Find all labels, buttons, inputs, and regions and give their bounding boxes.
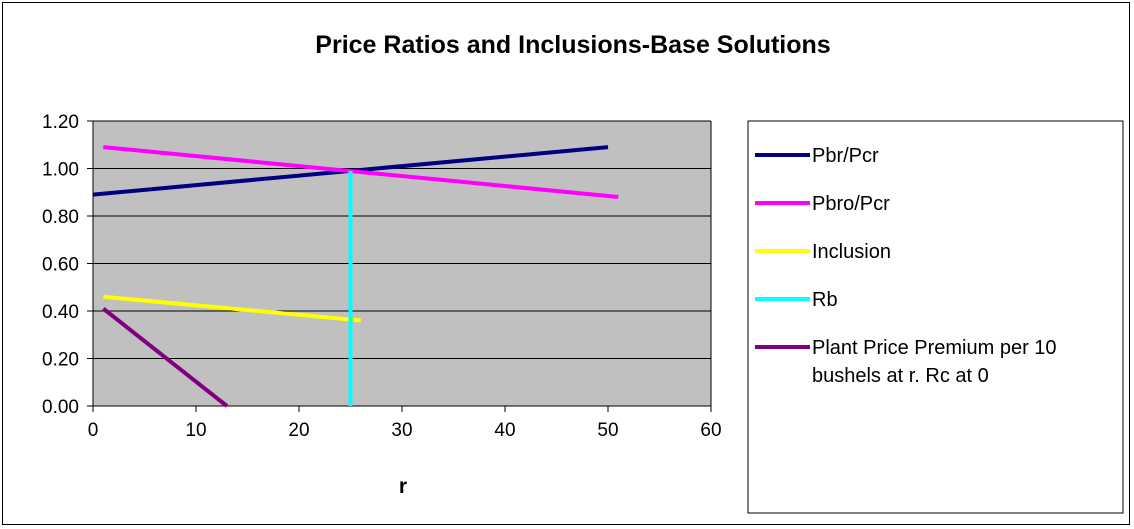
y-tick-label: 0.00 <box>42 397 79 418</box>
legend-label-1: Pbro/Pcr <box>812 193 890 215</box>
y-tick-label: 0.80 <box>42 207 79 228</box>
legend: Pbr/Pcr Pbro/Pcr Inclusion Rb Plant Price Pr… <box>747 120 1124 514</box>
legend-box <box>747 120 1124 514</box>
y-tick-label: 0.60 <box>42 255 79 276</box>
chart-canvas: Price Ratios and Inclusions-Base Solutio… <box>42 31 1124 514</box>
x-tick-label: 50 <box>597 420 618 441</box>
x-tick-label: 20 <box>288 420 309 441</box>
x-tick-label: 0 <box>88 420 99 441</box>
legend-label-4: Plant Price Premium per 10 bushels at r. … <box>812 337 1057 387</box>
y-tick-label: 1.20 <box>42 112 79 133</box>
series-line-2 <box>103 294 361 323</box>
x-axis-ticks: 0 10 20 30 40 50 60 <box>88 406 722 441</box>
x-tick-label: 10 <box>185 420 206 441</box>
y-tick-label: 0.40 <box>42 302 79 323</box>
chart-title: Price Ratios and Inclusions-Base Solutio… <box>315 31 830 59</box>
series-lines <box>92 145 619 408</box>
x-tick-label: 60 <box>700 420 721 441</box>
series-line-4 <box>102 307 229 408</box>
legend-label-3: Rb <box>812 289 838 311</box>
x-tick-label: 30 <box>391 420 412 441</box>
y-tick-label: 0.20 <box>42 350 79 371</box>
legend-label-2: Inclusion <box>812 241 891 263</box>
y-axis-ticks: 0.00 0.20 0.40 0.60 0.80 1.00 1.20 <box>42 112 93 418</box>
y-tick-label: 1.00 <box>42 160 79 181</box>
series-line-1 <box>103 145 619 199</box>
x-tick-label: 40 <box>494 420 515 441</box>
legend-label-0: Pbr/Pcr <box>812 145 879 167</box>
x-axis-title: r <box>399 475 407 498</box>
